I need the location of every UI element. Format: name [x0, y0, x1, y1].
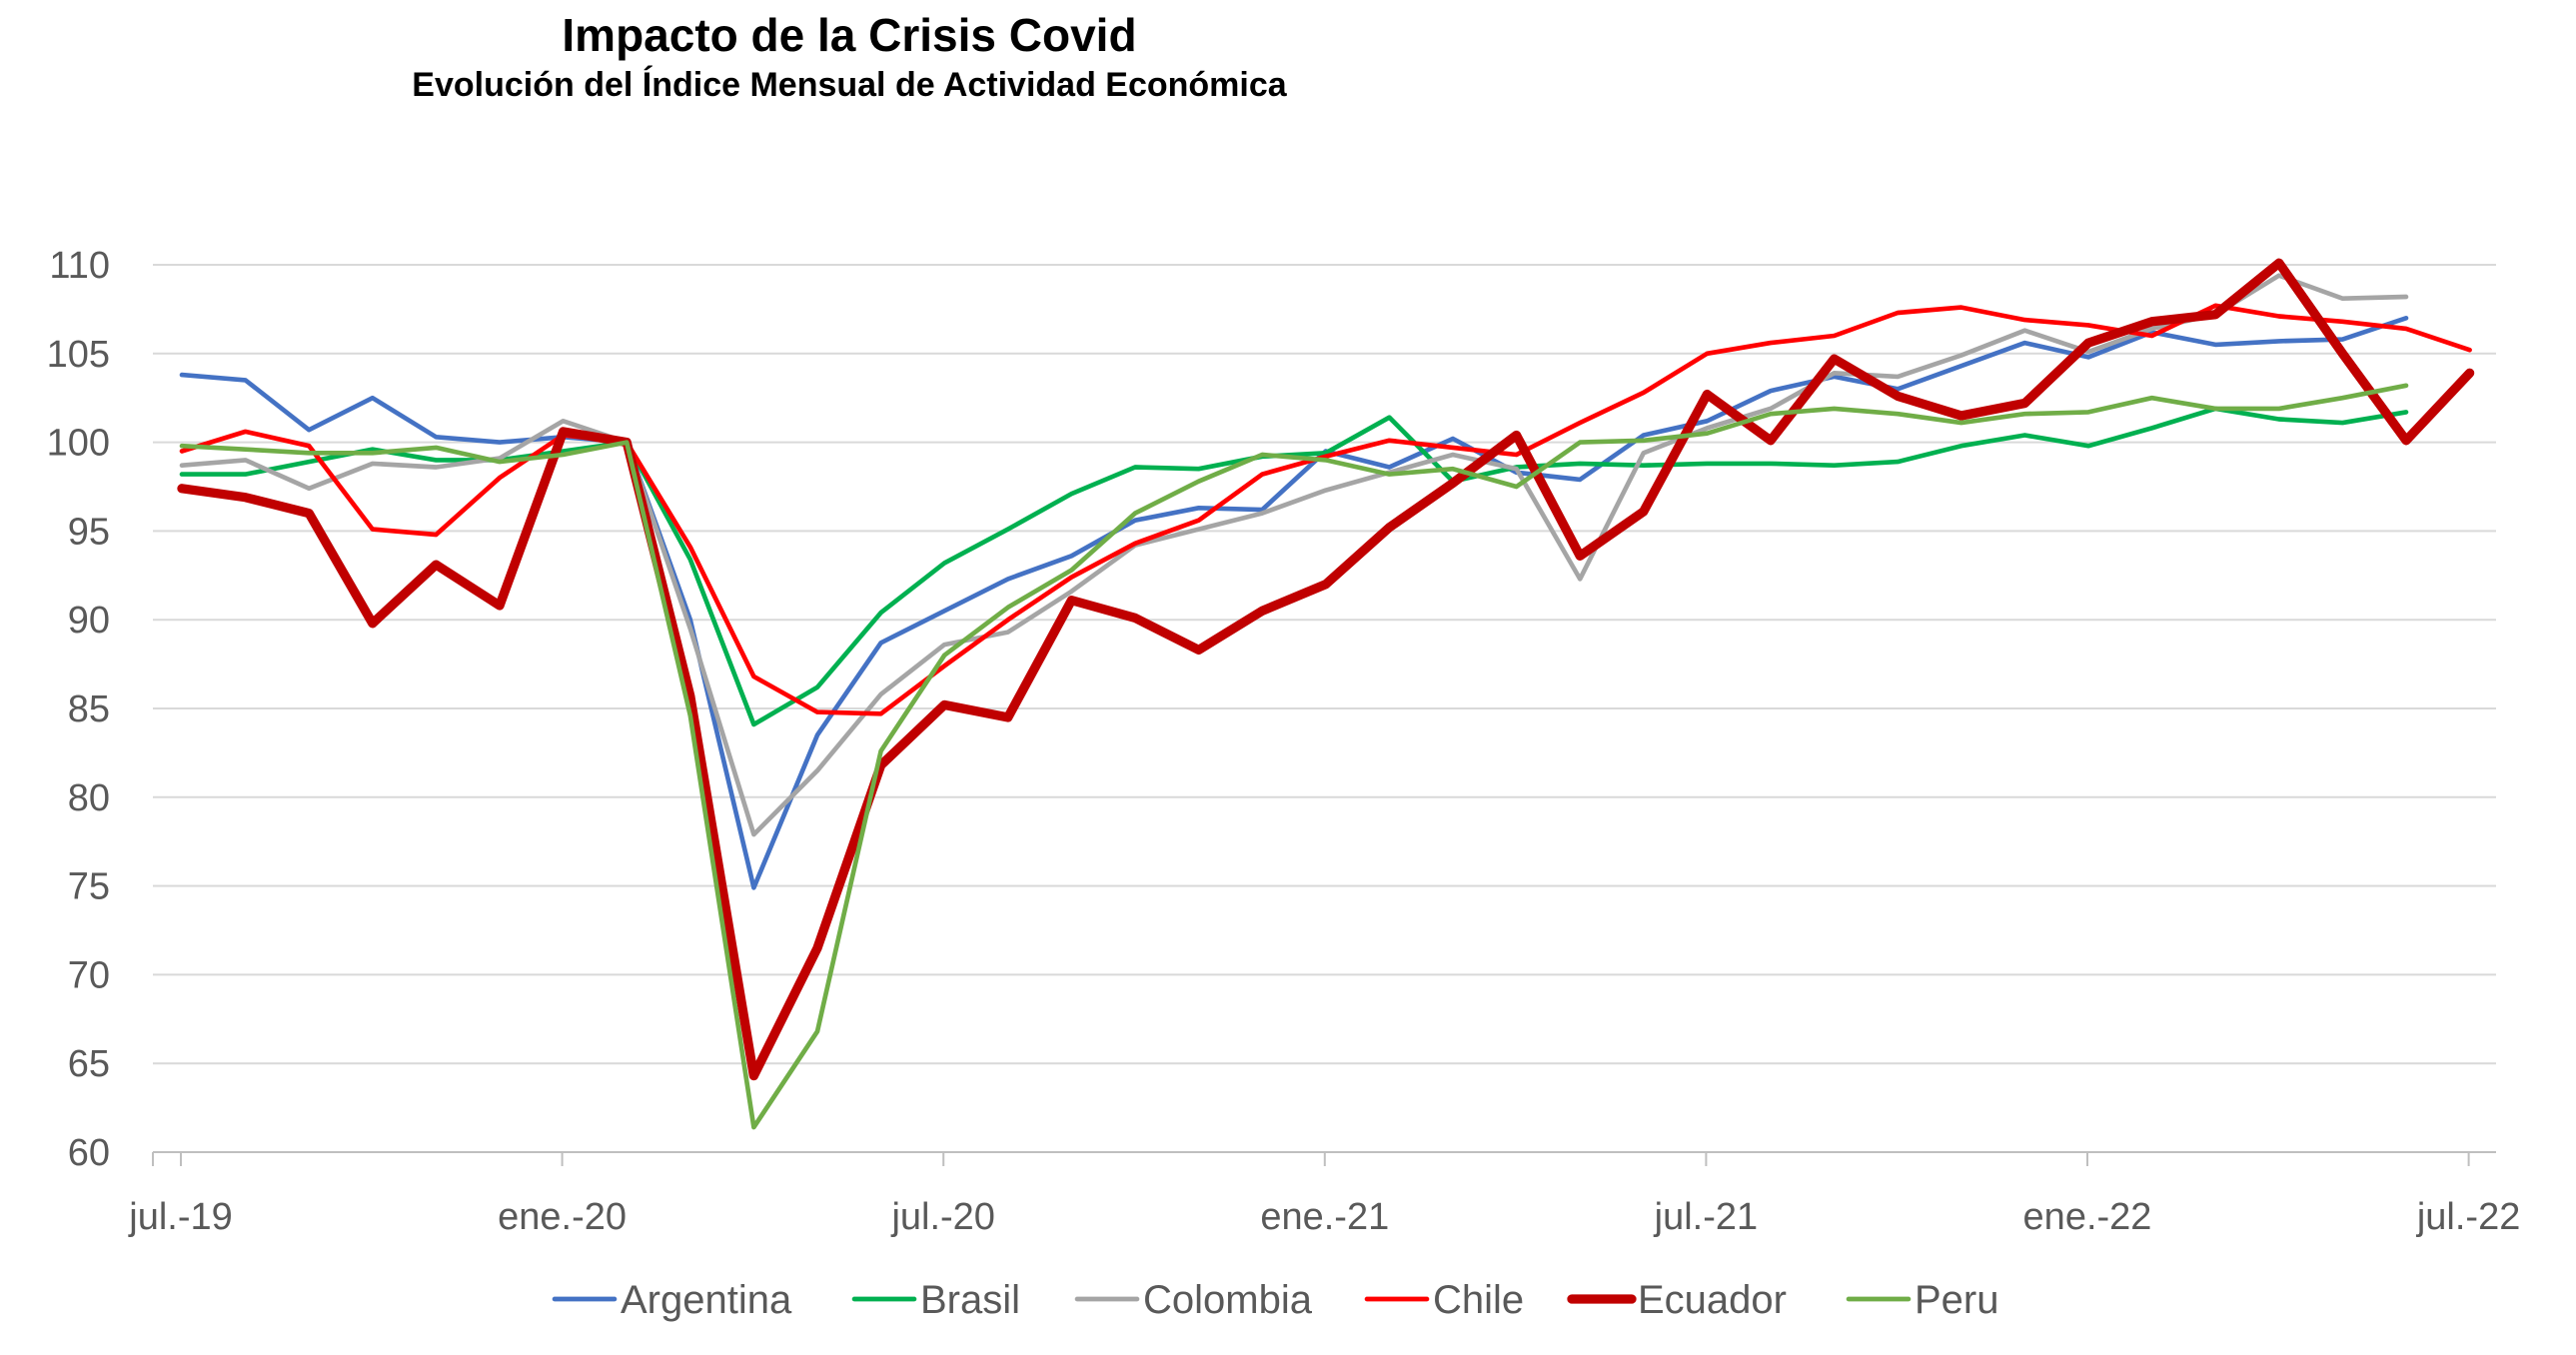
- chart-subtitle: Evolución del Índice Mensual de Activida…: [412, 66, 1287, 104]
- series-line-chile: [179, 303, 2472, 716]
- legend-label: Chile: [1433, 1278, 1524, 1322]
- legend-label: Argentina: [621, 1278, 792, 1322]
- y-tick-label: 65: [68, 1043, 110, 1085]
- y-tick-label: 70: [68, 954, 110, 996]
- legend-label: Peru: [1915, 1278, 1999, 1322]
- legend-item-brasil[interactable]: Brasil: [851, 1278, 1020, 1322]
- y-tick-label: 85: [68, 688, 110, 730]
- y-tick-label: 80: [68, 777, 110, 819]
- legend: Argentina Brasil Colombia Chile Ecuador Peru: [552, 1278, 1999, 1322]
- y-tick-label: 75: [68, 866, 110, 908]
- legend-item-ecuador[interactable]: Ecuador: [1567, 1278, 1787, 1322]
- y-tick-label: 100: [47, 423, 110, 465]
- legend-item-peru[interactable]: Peru: [1846, 1278, 1999, 1322]
- legend-label: Colombia: [1143, 1278, 1313, 1322]
- legend-label: Ecuador: [1638, 1278, 1787, 1322]
- x-axis-tick-labels: jul.-19 ene.-20 jul.-20 ene.-21 jul.-21 ene.-…: [128, 1196, 2520, 1238]
- y-tick-label: 60: [68, 1132, 110, 1174]
- series-line-peru: [179, 383, 2409, 1130]
- legend-item-argentina[interactable]: Argentina: [552, 1278, 792, 1322]
- y-tick-label: 95: [68, 511, 110, 553]
- series-line-colombia: [179, 273, 2409, 837]
- y-tick-label: 90: [68, 600, 110, 642]
- x-tick-label: ene.-20: [498, 1196, 627, 1238]
- series-line-argentina: [179, 315, 2409, 890]
- x-tick-label: jul.-19: [128, 1196, 233, 1238]
- x-tick-label: jul.-22: [2416, 1196, 2521, 1238]
- x-tick-label: jul.-20: [890, 1196, 995, 1238]
- x-axis: [152, 1151, 2496, 1166]
- gridlines: [153, 264, 2496, 1065]
- y-tick-label: 110: [49, 245, 110, 287]
- x-tick-label: ene.-22: [2023, 1196, 2152, 1238]
- series-line-ecuador: [177, 258, 2475, 1081]
- series-lines: [177, 258, 2475, 1130]
- chart-title: Impacto de la Crisis Covid: [562, 9, 1137, 61]
- legend-item-chile[interactable]: Chile: [1364, 1278, 1524, 1322]
- y-axis-tick-labels: 60 65 70 75 80 85 90 95 100 105 110: [47, 245, 110, 1174]
- y-tick-label: 105: [47, 334, 110, 376]
- x-tick-label: ene.-21: [1260, 1196, 1389, 1238]
- legend-label: Brasil: [920, 1278, 1020, 1322]
- legend-item-colombia[interactable]: Colombia: [1074, 1278, 1313, 1322]
- x-tick-label: jul.-21: [1654, 1196, 1759, 1238]
